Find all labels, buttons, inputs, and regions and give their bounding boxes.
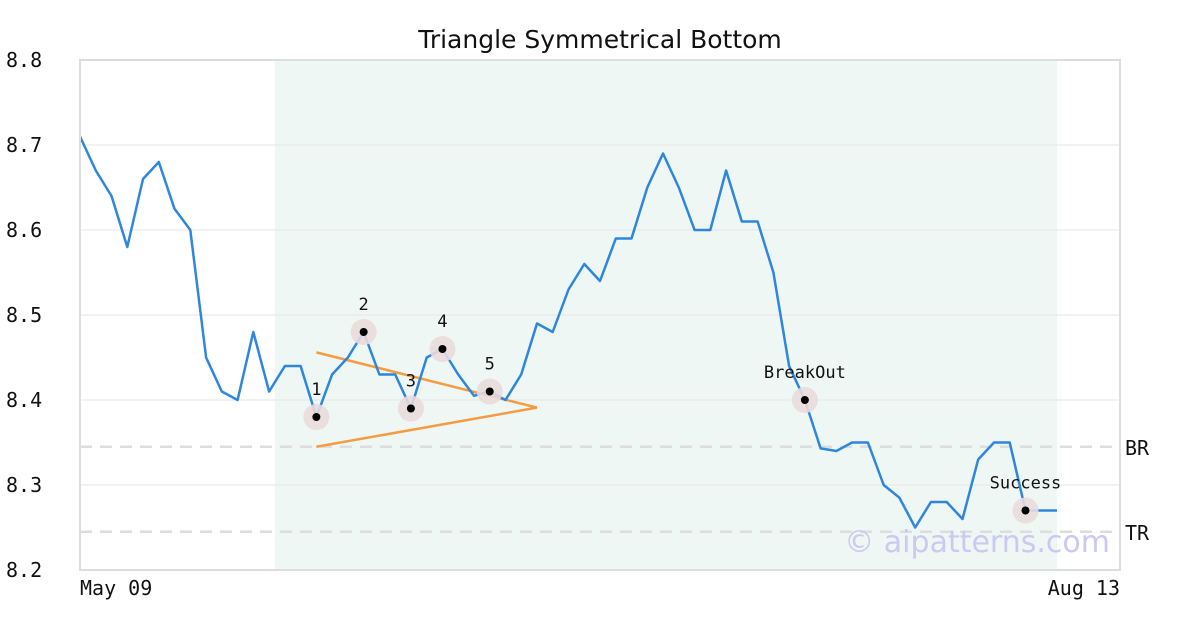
y-tick-label: 8.3 (6, 473, 42, 497)
point-marker-breakout (800, 396, 809, 404)
point-label-success: Success (990, 474, 1062, 494)
level-lines: BR TR (80, 436, 1150, 545)
y-tick-label: 8.8 (6, 48, 42, 72)
point-marker-1 (312, 413, 321, 421)
point-marker-3 (406, 404, 415, 413)
x-tick-label: Aug 13 (1048, 576, 1120, 600)
level-label-br: BR (1125, 436, 1150, 460)
x-axis-ticks: May 09 Aug 13 (80, 576, 1120, 600)
point-marker-success (1021, 506, 1030, 515)
point-label-breakout: BreakOut (764, 363, 846, 383)
y-tick-label: 8.2 (6, 558, 42, 582)
y-tick-label: 8.4 (6, 388, 42, 412)
point-label-5: 5 (485, 355, 495, 375)
plot-frame (79, 59, 1121, 571)
point-marker-4 (438, 345, 447, 353)
pattern-points: 1 2 3 4 5 BreakOut Success (303, 295, 1061, 524)
point-label-3: 3 (406, 372, 416, 392)
y-tick-label: 8.5 (6, 303, 42, 327)
point-marker-5 (485, 387, 494, 396)
x-tick-label: May 09 (80, 576, 152, 600)
y-tick-label: 8.6 (6, 218, 42, 242)
triangle-line-lower (316, 406, 538, 448)
point-label-1: 1 (311, 380, 321, 400)
watermark: © aipatterns.com (844, 525, 1110, 560)
point-label-2: 2 (359, 295, 369, 315)
series-line (78, 135, 1057, 529)
point-marker-2 (359, 328, 368, 336)
y-tick-label: 8.7 (6, 133, 42, 157)
y-axis-ticks: 8.2 8.3 8.4 8.5 8.6 8.7 8.8 (6, 48, 42, 582)
chart-title: Triangle Symmetrical Bottom (417, 25, 782, 54)
level-label-tr: TR (1125, 521, 1150, 545)
point-label-4: 4 (437, 312, 447, 332)
price-series (78, 135, 1057, 529)
